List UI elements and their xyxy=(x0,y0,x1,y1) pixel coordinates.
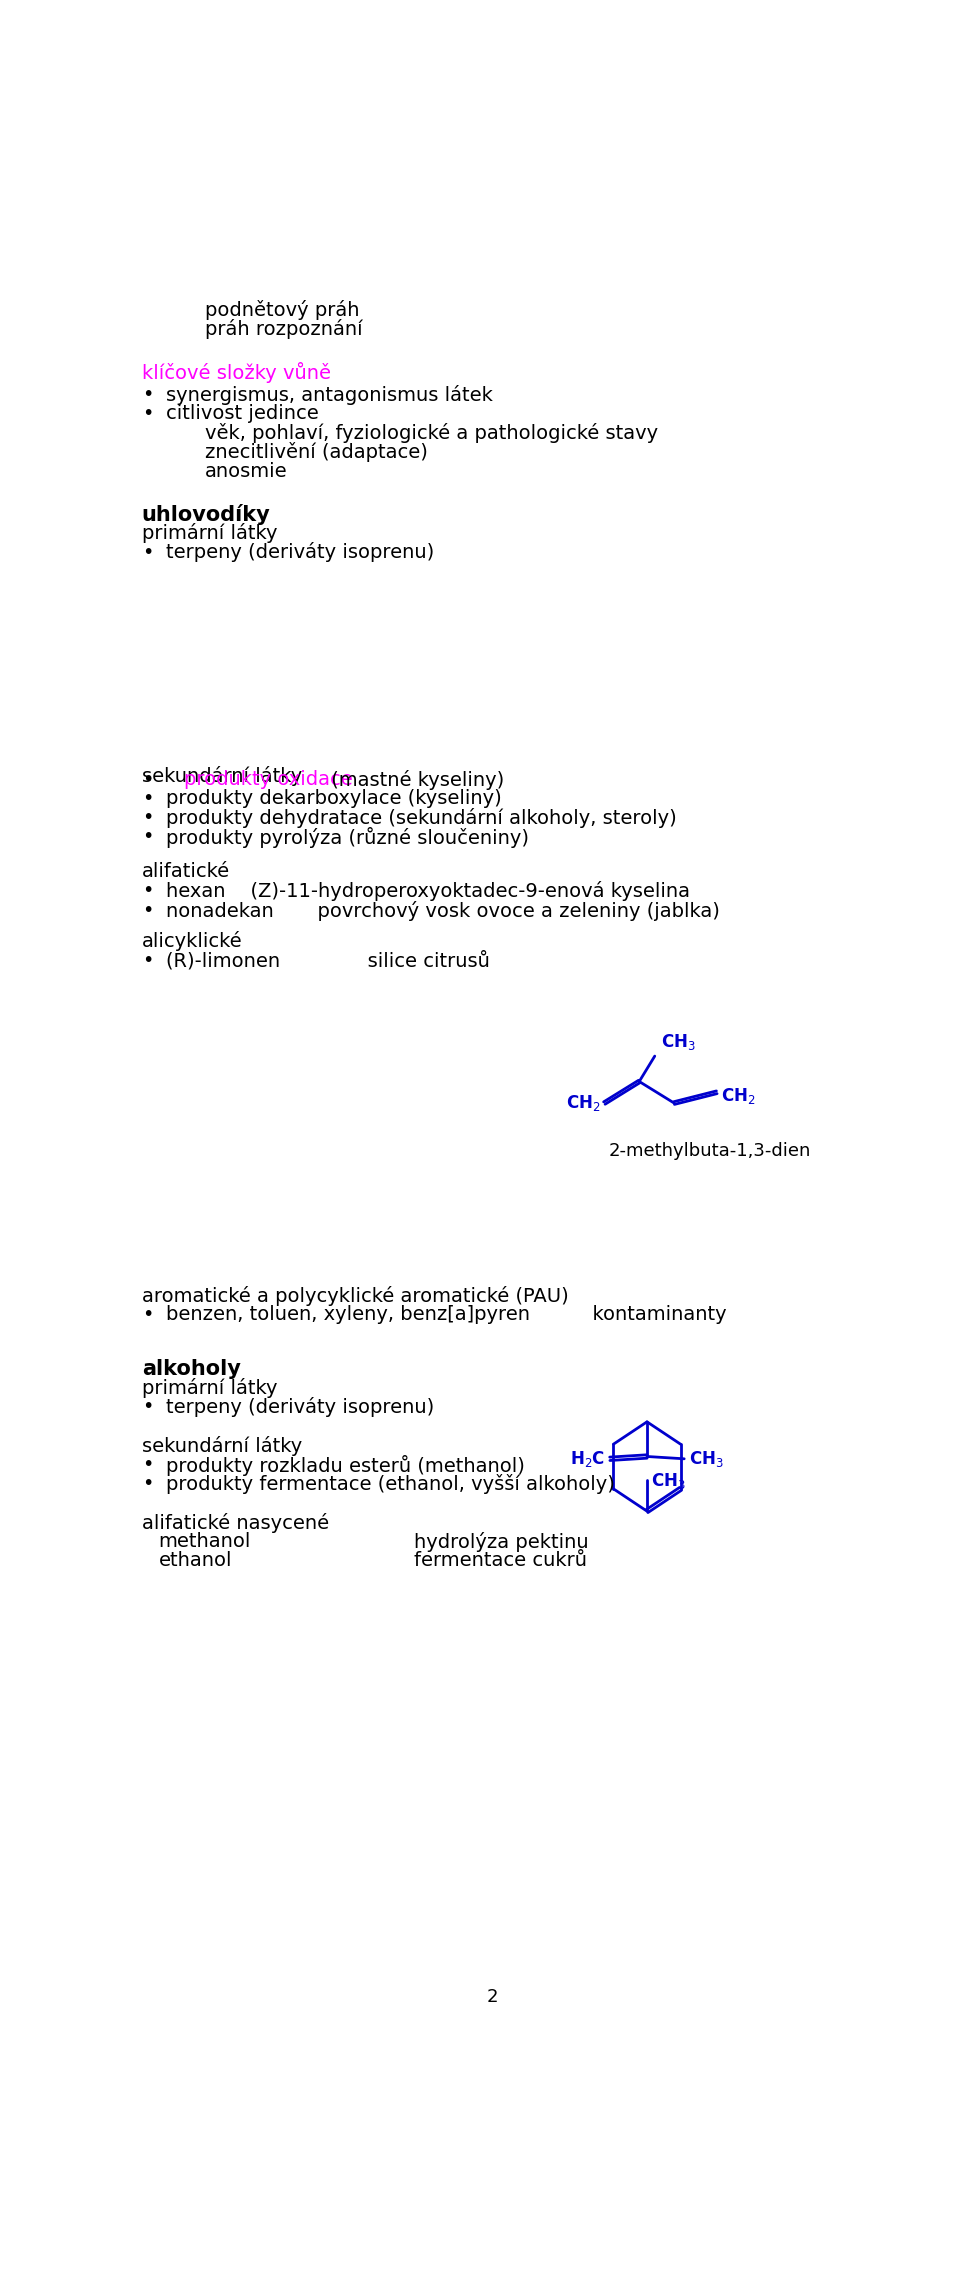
Text: (R)-limonen              silice citrusů: (R)-limonen silice citrusů xyxy=(166,951,491,969)
Text: CH$_3$: CH$_3$ xyxy=(651,1472,685,1490)
Text: •: • xyxy=(142,769,153,789)
Text: hexan    (Z)-11-hydroperoxyoktadec-9-enová kyselina: hexan (Z)-11-hydroperoxyoktadec-9-enová … xyxy=(166,880,690,901)
Text: terpeny (deriváty isoprenu): terpeny (deriváty isoprenu) xyxy=(166,541,435,562)
Text: •: • xyxy=(142,1306,153,1324)
Text: 2-methylbuta-1,3-dien: 2-methylbuta-1,3-dien xyxy=(609,1142,810,1160)
Text: produkty pyrolýza (různé sloučeniny): produkty pyrolýza (různé sloučeniny) xyxy=(166,828,530,849)
Text: anosmie: anosmie xyxy=(205,462,288,480)
Text: ethanol: ethanol xyxy=(158,1552,232,1570)
Text: produkty oxidace: produkty oxidace xyxy=(184,769,353,789)
Text: benzen, toluen, xyleny, benz[a]pyren          kontaminanty: benzen, toluen, xyleny, benz[a]pyren kon… xyxy=(166,1306,727,1324)
Text: hydrolýza pektinu: hydrolýza pektinu xyxy=(415,1531,589,1552)
Text: •: • xyxy=(142,808,153,828)
Text: fermentace cukrů: fermentace cukrů xyxy=(415,1552,588,1570)
Text: 2: 2 xyxy=(487,1988,497,2007)
Text: citlivost jedince: citlivost jedince xyxy=(166,405,320,423)
Text: CH$_3$: CH$_3$ xyxy=(689,1449,724,1470)
Text: nonadekan       povrchový vosk ovoce a zeleniny (jablka): nonadekan povrchový vosk ovoce a zelenin… xyxy=(166,901,720,921)
Text: (mastné kyseliny): (mastné kyseliny) xyxy=(325,769,505,789)
Text: H$_2$C: H$_2$C xyxy=(570,1449,605,1470)
Text: produkty dekarboxylace (kyseliny): produkty dekarboxylace (kyseliny) xyxy=(166,789,502,808)
Text: •: • xyxy=(142,901,153,919)
Text: alkoholy: alkoholy xyxy=(142,1358,241,1379)
Text: •: • xyxy=(142,1474,153,1492)
Text: •: • xyxy=(142,828,153,846)
Text: produkty dehydratace (sekundární alkoholy, steroly): produkty dehydratace (sekundární alkohol… xyxy=(166,808,677,828)
Text: primární látky: primární látky xyxy=(142,1379,277,1397)
Text: •: • xyxy=(142,1397,153,1417)
Text: práh rozpoznání: práh rozpoznání xyxy=(205,319,363,339)
Text: sekundární látky: sekundární látky xyxy=(142,1436,302,1456)
Text: •: • xyxy=(142,951,153,969)
Text: alifatické: alifatické xyxy=(142,862,229,880)
Text: klíčové složky vůně: klíčové složky vůně xyxy=(142,362,330,382)
Text: uhlovodíky: uhlovodíky xyxy=(142,505,271,526)
Text: aromatické a polycyklické aromatické (PAU): aromatické a polycyklické aromatické (PA… xyxy=(142,1285,568,1306)
Text: terpeny (deriváty isoprenu): terpeny (deriváty isoprenu) xyxy=(166,1397,435,1417)
Text: synergismus, antagonismus látek: synergismus, antagonismus látek xyxy=(166,384,493,405)
Text: alicyklické: alicyklické xyxy=(142,930,242,951)
Text: •: • xyxy=(142,789,153,808)
Text: primární látky: primární látky xyxy=(142,523,277,544)
Text: produkty fermentace (ethanol, vyšší alkoholy): produkty fermentace (ethanol, vyšší alko… xyxy=(166,1474,615,1495)
Text: •: • xyxy=(142,405,153,423)
Text: •: • xyxy=(142,384,153,403)
Text: •: • xyxy=(142,541,153,562)
Text: věk, pohlaví, fyziologické a pathologické stavy: věk, pohlaví, fyziologické a pathologick… xyxy=(205,423,659,444)
Text: produkty rozkladu esterů (methanol): produkty rozkladu esterů (methanol) xyxy=(166,1456,525,1476)
Text: sekundární látky: sekundární látky xyxy=(142,767,302,785)
Text: alifatické nasycené: alifatické nasycené xyxy=(142,1513,329,1533)
Text: podnětový práh: podnětový práh xyxy=(205,300,360,321)
Text: methanol: methanol xyxy=(158,1531,252,1552)
Text: •: • xyxy=(142,1456,153,1474)
Text: CH$_2$: CH$_2$ xyxy=(566,1092,601,1112)
Text: CH$_2$: CH$_2$ xyxy=(721,1085,756,1106)
Text: znecitlivění (adaptace): znecitlivění (adaptace) xyxy=(205,441,428,462)
Text: •: • xyxy=(142,880,153,901)
Text: CH$_3$: CH$_3$ xyxy=(660,1033,696,1053)
